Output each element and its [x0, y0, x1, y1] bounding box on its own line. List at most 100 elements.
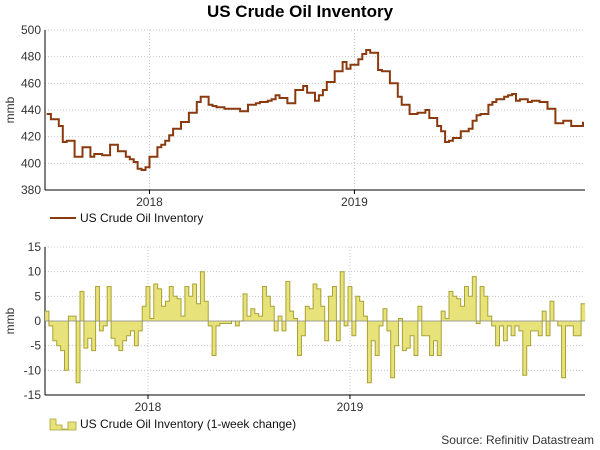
y-tick-label: 0	[34, 314, 41, 328]
weekly-change-bar	[542, 311, 547, 321]
inventory-data-point	[184, 121, 186, 123]
inventory-data-point	[302, 85, 304, 87]
weekly-change-bar	[114, 321, 120, 346]
inventory-data-point	[535, 100, 537, 102]
weekly-change-bar	[483, 296, 489, 321]
y-tick-label: -15	[24, 388, 42, 402]
inventory-data-point	[192, 112, 194, 114]
weekly-change-bar	[87, 321, 92, 339]
inventory-data-point	[448, 140, 450, 142]
inventory-data-point	[66, 140, 68, 142]
weekly-change-bar	[394, 321, 399, 346]
weekly-change-bar	[235, 321, 240, 326]
inventory-data-point	[515, 100, 517, 102]
weekly-change-bar	[441, 311, 446, 321]
inventory-data-point	[73, 156, 76, 158]
inventory-data-point	[345, 68, 348, 70]
inventory-data-point	[310, 92, 312, 94]
inventory-data-point	[472, 120, 474, 122]
weekly-change-bar	[351, 321, 357, 336]
inventory-data-point	[527, 101, 529, 103]
weekly-change-bar	[157, 288, 162, 321]
inventory-data-point	[479, 113, 482, 115]
inventory-data-point	[393, 82, 395, 84]
inventory-data-point	[574, 125, 576, 127]
inventory-data-point	[495, 98, 497, 100]
legend-label: US Crude Oil Inventory	[80, 211, 203, 225]
weekly-change-bar	[227, 321, 232, 324]
weekly-change-outline	[45, 271, 585, 384]
weekly-change-bar	[518, 321, 524, 331]
inventory-data-point	[416, 112, 419, 114]
weekly-change-bar	[297, 321, 302, 356]
weekly-change-bar	[546, 321, 551, 336]
inventory-data-point	[231, 108, 233, 110]
weekly-change-bar	[192, 284, 197, 321]
inventory-data-point	[456, 137, 458, 139]
inventory-data-point	[62, 141, 64, 143]
inventory-data-point	[357, 58, 359, 60]
weekly-change-bar	[324, 321, 329, 341]
inventory-data-point	[369, 52, 371, 54]
weekly-change-bar	[569, 321, 574, 326]
inventory-data-point	[164, 140, 166, 142]
inventory-data-point	[491, 101, 493, 103]
inventory-data-point	[251, 104, 253, 106]
y-tick-label: -5	[30, 339, 41, 353]
weekly-change-bar	[336, 321, 341, 341]
weekly-change-bar	[433, 321, 438, 341]
inventory-data-point	[160, 144, 162, 146]
inventory-data-point	[578, 125, 580, 127]
inventory-data-point	[377, 69, 379, 71]
weekly-change-bar	[379, 321, 384, 326]
x-tick-label: 2019	[337, 400, 364, 414]
legend-area-swatch	[49, 418, 77, 431]
inventory-data-point	[89, 156, 91, 158]
inventory-data-point	[247, 104, 249, 106]
weekly-change-bar	[449, 291, 454, 321]
inventory-data-point	[353, 64, 356, 66]
weekly-change-bar	[526, 321, 531, 346]
weekly-change-bar	[363, 316, 368, 321]
weekly-change-bar	[196, 303, 201, 321]
inventory-data-point	[361, 53, 363, 55]
inventory-data-point	[389, 82, 391, 84]
inventory-data-point	[306, 92, 308, 94]
legend-label: US Crude Oil Inventory (1-week change)	[80, 417, 296, 431]
inventory-data-point	[318, 94, 320, 96]
weekly-change-bar	[122, 321, 127, 341]
weekly-change-bar	[386, 321, 392, 331]
inventory-data-point	[566, 120, 568, 122]
weekly-change-bar	[344, 321, 349, 326]
inventory-data-point	[499, 98, 501, 100]
weekly-change-bar	[382, 308, 388, 321]
weekly-change-bar	[83, 321, 89, 349]
weekly-change-bar	[332, 286, 337, 321]
weekly-change-bar	[181, 316, 186, 321]
weekly-change-bar	[305, 306, 310, 321]
inventory-data-point	[539, 101, 541, 103]
weekly-change-bar	[173, 296, 178, 321]
inventory-data-point	[85, 146, 88, 148]
inventory-data-point	[263, 101, 265, 103]
inventory-level-panel: 380 400 420 440 460 480 500 2018 2019 mmb US Crude…	[3, 23, 585, 225]
inventory-data-point	[278, 97, 281, 99]
weekly-change-bar	[80, 291, 85, 321]
y-axis-title: mmb	[3, 96, 17, 123]
y-tick-label: 500	[21, 23, 41, 37]
inventory-data-point	[408, 113, 411, 115]
weekly-change-bar	[348, 286, 353, 321]
inventory-data-point	[156, 146, 158, 148]
weekly-change-bar	[468, 296, 473, 321]
weekly-change-bar	[243, 293, 248, 321]
inventory-data-point	[330, 81, 332, 83]
inventory-data-point	[381, 70, 383, 72]
inventory-data-point	[188, 112, 190, 114]
weekly-change-bar	[103, 321, 108, 326]
weekly-change-bar	[142, 306, 147, 321]
weekly-change-bar	[254, 313, 259, 321]
inventory-data-point	[322, 89, 324, 91]
weekly-change-bar	[262, 286, 267, 321]
weekly-change-bar	[289, 311, 294, 321]
inventory-data-point	[558, 122, 560, 124]
